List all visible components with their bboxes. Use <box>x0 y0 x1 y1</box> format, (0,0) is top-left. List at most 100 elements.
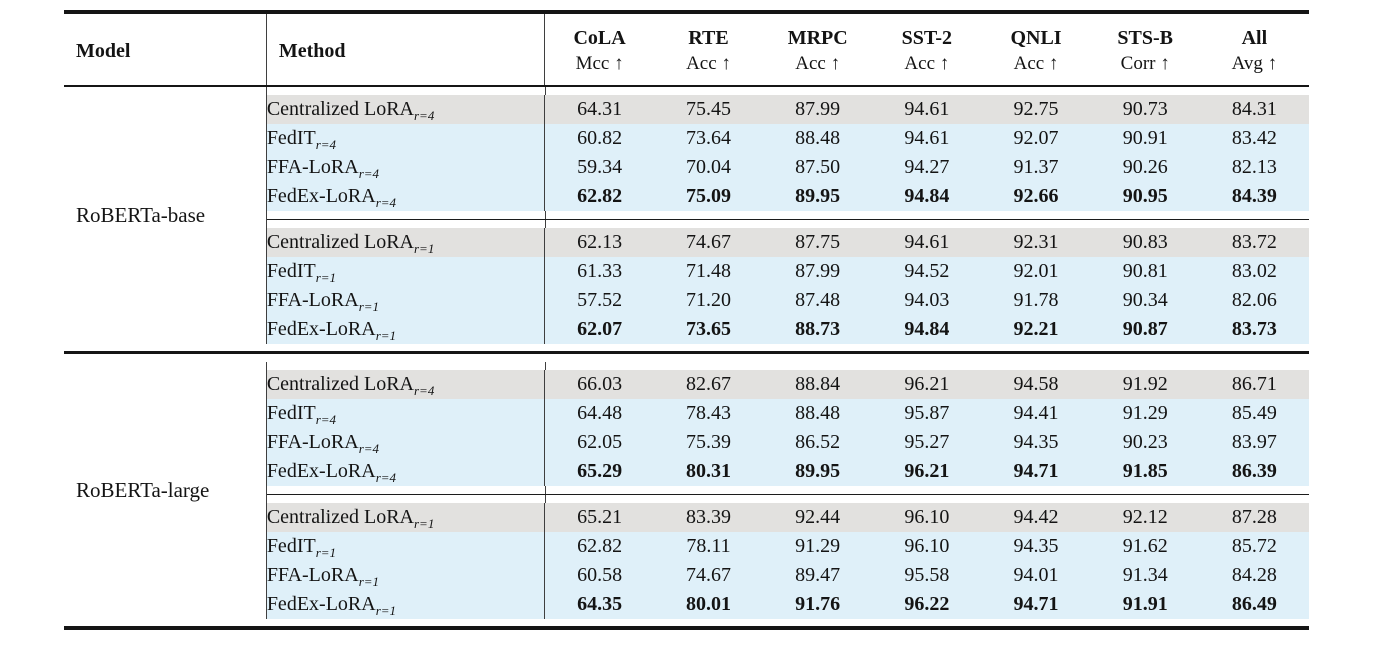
col-header-cola: CoLA Mcc ↑ <box>544 10 654 87</box>
block-divider <box>265 486 1309 503</box>
method-row-centralized-lora-r-1: Centralized LoRAr=1 62.13 74.67 87.75 94.61 9… <box>64 228 1309 257</box>
value-cell: 94.35 <box>981 532 1091 561</box>
value-cell: 83.72 <box>1199 228 1309 257</box>
block-divider-line <box>266 494 1309 495</box>
method-name: FedEx-LoRA <box>266 593 376 615</box>
value-cell: 84.39 <box>1199 182 1309 211</box>
block-top-gap <box>265 362 1309 370</box>
separator-cell <box>64 619 1309 633</box>
method-cell: Centralized LoRAr=4 <box>265 95 545 124</box>
value-cell: 87.99 <box>763 95 873 124</box>
method-rank-subscript: r=4 <box>315 412 337 427</box>
block-divider-line <box>266 219 1309 220</box>
method-name: FedIT <box>266 402 316 424</box>
method-cell: Centralized LoRAr=4 <box>265 370 545 399</box>
method-rank-subscript: r=1 <box>414 241 435 256</box>
value-cell: 90.34 <box>1090 286 1200 315</box>
col-header-metric: Corr ↑ <box>1120 53 1170 74</box>
value-cell: 82.06 <box>1199 286 1309 315</box>
value-cell: 87.75 <box>763 228 873 257</box>
col-header-name: SST-2 <box>901 27 953 49</box>
method-cell: FFA-LoRAr=1 <box>265 286 545 315</box>
value-cell: 94.84 <box>872 182 982 211</box>
table-head: Model Method CoLA Mcc ↑ RTE Acc ↑ MRPC Acc ↑ SST… <box>64 10 1309 87</box>
method-cell: FedITr=4 <box>265 399 545 428</box>
value-cell: 89.95 <box>763 457 873 486</box>
method-rank-subscript: r=4 <box>358 166 380 181</box>
value-cell: 75.39 <box>653 428 764 457</box>
method-rank-subscript: r=4 <box>414 108 435 123</box>
value-cell: 96.10 <box>872 503 982 532</box>
method-rank-subscript: r=1 <box>315 270 337 285</box>
value-cell: 91.85 <box>1090 457 1200 486</box>
method-row-centralized-lora-r-4: Centralized LoRAr=4 64.31 75.45 87.99 94.61 9… <box>64 95 1309 124</box>
method-row-fedit-r-4: FedITr=4 60.82 73.64 88.48 94.61 92.07 90.91 83… <box>64 124 1309 153</box>
col-header-metric: Acc ↑ <box>1013 53 1059 74</box>
col-header-qnli: QNLI Acc ↑ <box>981 10 1091 87</box>
value-cell: 74.67 <box>653 561 764 590</box>
method-name: FedIT <box>266 260 316 282</box>
value-cell: 91.29 <box>1090 399 1200 428</box>
value-cell: 86.52 <box>763 428 873 457</box>
method-name: Centralized LoRA <box>266 231 414 253</box>
method-row-fedex-lora-r-1: FedEx-LoRAr=1 62.07 73.65 88.73 94.84 92.21 90… <box>64 315 1309 344</box>
value-cell: 75.45 <box>653 95 764 124</box>
value-cell: 91.37 <box>981 153 1091 182</box>
value-cell: 74.67 <box>653 228 764 257</box>
bottom-rule-line <box>64 626 1309 630</box>
method-rank-subscript: r=1 <box>375 603 397 618</box>
value-cell: 92.44 <box>763 503 873 532</box>
col-header-name: QNLI <box>1010 27 1062 49</box>
method-cell: Centralized LoRAr=1 <box>265 503 545 532</box>
value-cell: 92.75 <box>981 95 1091 124</box>
value-cell: 96.10 <box>872 532 982 561</box>
value-cell: 95.27 <box>872 428 982 457</box>
value-cell: 83.39 <box>653 503 764 532</box>
value-cell: 94.58 <box>981 370 1091 399</box>
value-cell: 92.01 <box>981 257 1091 286</box>
value-cell: 88.48 <box>763 124 873 153</box>
value-cell: 88.48 <box>763 399 873 428</box>
method-name: FedEx-LoRA <box>266 185 376 207</box>
value-cell: 60.82 <box>544 124 654 153</box>
value-cell: 89.95 <box>763 182 873 211</box>
col-header-name: CoLA <box>573 27 626 49</box>
method-name: FedEx-LoRA <box>266 318 376 340</box>
value-cell: 87.48 <box>763 286 873 315</box>
group-separator-row <box>64 344 1309 362</box>
block-divider <box>265 211 1309 228</box>
method-cell: FedEx-LoRAr=4 <box>265 182 545 211</box>
group-separator-line <box>64 351 1309 354</box>
method-cell: FFA-LoRAr=4 <box>265 153 545 182</box>
value-cell: 88.84 <box>763 370 873 399</box>
col-header-name: STS-B <box>1117 27 1173 49</box>
table-header-row: Model Method CoLA Mcc ↑ RTE Acc ↑ MRPC Acc ↑ SST… <box>64 10 1309 87</box>
value-cell: 80.31 <box>653 457 764 486</box>
method-name: FFA-LoRA <box>266 564 359 586</box>
method-row-fedex-lora-r-1: FedEx-LoRAr=1 64.35 80.01 91.76 96.22 94.71 91… <box>64 590 1309 619</box>
value-cell: 91.76 <box>763 590 873 619</box>
block-divider-row <box>64 211 1309 228</box>
value-cell: 94.71 <box>981 590 1091 619</box>
method-cell: FedITr=1 <box>265 257 545 286</box>
value-cell: 83.97 <box>1199 428 1309 457</box>
vertical-separator <box>544 87 546 95</box>
method-name: Centralized LoRA <box>266 373 414 395</box>
method-name: Centralized LoRA <box>266 506 414 528</box>
value-cell: 96.21 <box>872 370 982 399</box>
value-cell: 94.42 <box>981 503 1091 532</box>
method-cell: FedEx-LoRAr=4 <box>265 457 545 486</box>
block-spacer-row: RoBERTa-large <box>64 362 1309 619</box>
value-cell: 85.49 <box>1199 399 1309 428</box>
value-cell: 88.73 <box>763 315 873 344</box>
value-cell: 57.52 <box>544 286 654 315</box>
value-cell: 91.78 <box>981 286 1091 315</box>
value-cell: 94.71 <box>981 457 1091 486</box>
method-row-fedit-r-4: FedITr=4 64.48 78.43 88.48 95.87 94.41 91.29 85… <box>64 399 1309 428</box>
col-header-name: RTE <box>688 27 729 49</box>
method-rank-subscript: r=1 <box>375 328 397 343</box>
value-cell: 90.91 <box>1090 124 1200 153</box>
value-cell: 91.92 <box>1090 370 1200 399</box>
value-cell: 95.58 <box>872 561 982 590</box>
